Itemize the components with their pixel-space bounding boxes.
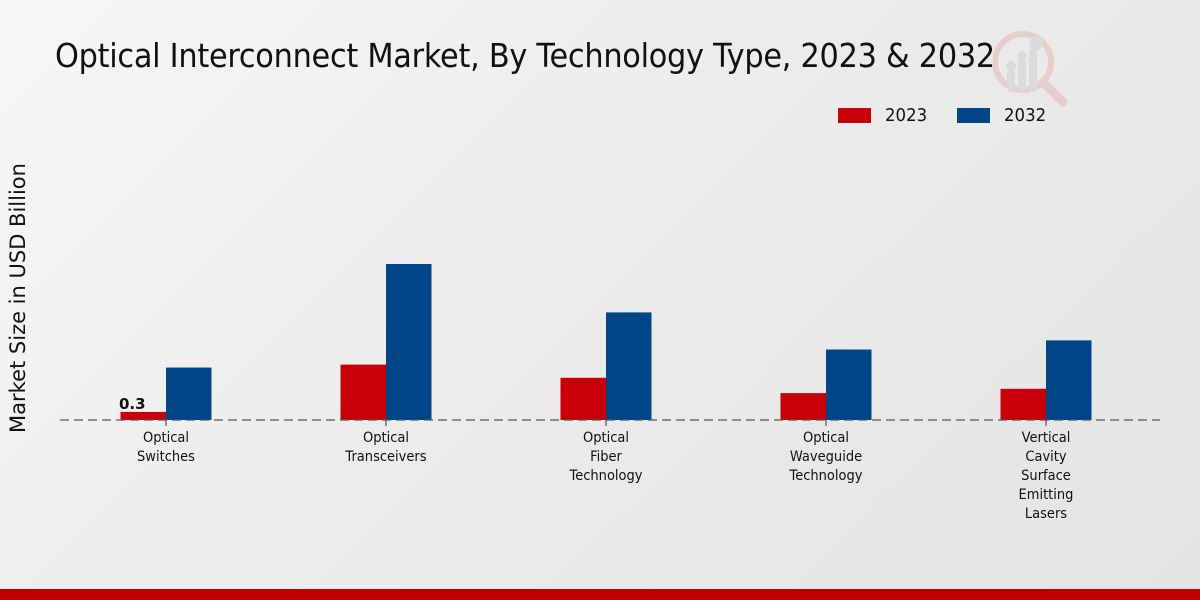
bar-2023-vertical-cavity-surface-emitting-lasers — [1000, 388, 1046, 420]
bar-2023-optical-waveguide-technology — [780, 393, 826, 420]
bar-2032-optical-switches — [166, 367, 212, 420]
x-tick-label: Optical — [143, 429, 189, 446]
footer-bar — [0, 589, 1200, 600]
bar-2023-optical-switches — [120, 411, 166, 420]
chart-title: Optical Interconnect Market, By Technolo… — [55, 36, 995, 75]
data-label: 0.3 — [119, 395, 146, 413]
x-tick-label: Emitting — [1019, 486, 1074, 503]
bar-2032-vertical-cavity-surface-emitting-lasers — [1046, 340, 1092, 420]
x-tick-label: Optical — [583, 429, 629, 446]
x-tick-label: Technology — [789, 467, 863, 484]
x-tick-label: Cavity — [1025, 448, 1066, 465]
legend-item-2032: 2032 — [957, 105, 1050, 126]
x-tick-label: Switches — [137, 448, 195, 465]
bar-2032-optical-waveguide-technology — [826, 349, 872, 420]
x-tick-label: Lasers — [1025, 505, 1067, 522]
bar-2032-optical-fiber-technology — [606, 312, 652, 420]
bar-2032-optical-transceivers — [386, 264, 432, 420]
x-tick-label: Transceivers — [344, 448, 426, 465]
x-tick-label: Technology — [569, 467, 643, 484]
chart-magnifier-logo-icon — [993, 31, 1068, 107]
legend-label-2023: 2023 — [885, 105, 928, 126]
legend-item-2023: 2023 — [838, 105, 931, 126]
bar-2023-optical-transceivers — [340, 364, 386, 420]
bar-2023-optical-fiber-technology — [560, 377, 606, 420]
x-tick-label: Waveguide — [790, 448, 862, 465]
x-tick-label: Fiber — [590, 448, 622, 465]
x-tick-label: Optical — [803, 429, 849, 446]
x-tick-label: Surface — [1021, 467, 1071, 484]
legend-label-2032: 2032 — [1004, 105, 1047, 126]
x-tick-label: Vertical — [1022, 429, 1071, 446]
x-tick-label: Optical — [363, 429, 409, 446]
legend-swatch-2023 — [838, 108, 871, 123]
legend-swatch-2032 — [957, 108, 990, 123]
